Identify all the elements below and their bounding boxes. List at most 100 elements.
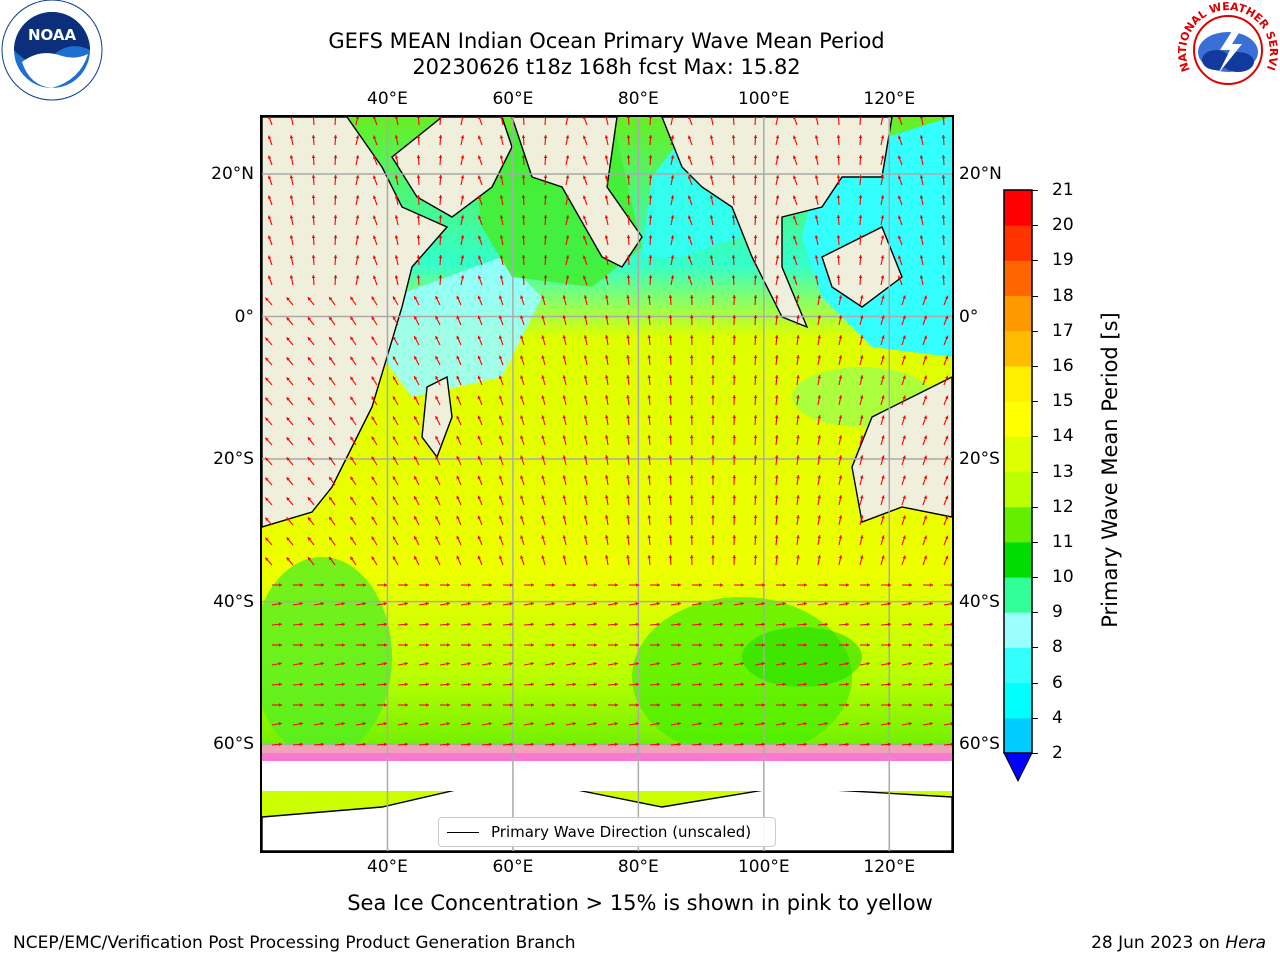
wave-arrow [880, 682, 892, 687]
wave-arrow [562, 395, 567, 406]
wave-arrow [545, 703, 555, 707]
wave-arrow [792, 235, 798, 246]
wave-arrow [286, 376, 294, 386]
wave-arrow [836, 254, 841, 266]
wave-arrow [543, 134, 548, 146]
wave-arrow [880, 415, 885, 426]
wave-arrow [691, 682, 703, 687]
wave-arrow [419, 583, 429, 587]
wave-arrow [604, 195, 609, 206]
wave-arrow [439, 682, 451, 687]
wave-arrow [670, 622, 682, 627]
wave-arrow [880, 395, 885, 406]
wave-arrow [626, 375, 630, 386]
wave-arrow [398, 643, 408, 647]
lat-tick-label-right: 40°S [959, 591, 1000, 612]
wave-arrow [753, 134, 758, 146]
wave-arrow [880, 175, 885, 186]
wave-arrow [838, 535, 843, 546]
wave-arrow [709, 135, 714, 146]
wave-arrow [880, 195, 885, 206]
wave-arrow [796, 315, 800, 326]
wave-arrow [307, 376, 315, 386]
wave-arrow [943, 602, 952, 606]
wave-arrow [371, 376, 378, 386]
wave-arrow [817, 535, 821, 546]
map-canvas [262, 117, 952, 851]
wave-arrow [691, 602, 702, 606]
wave-arrow [520, 335, 525, 346]
wave-arrow [583, 555, 588, 566]
wave-arrow [334, 722, 345, 726]
wave-arrow [477, 135, 483, 146]
wave-arrow [859, 722, 870, 726]
wave-arrow [647, 354, 652, 366]
wave-arrow [859, 395, 864, 406]
wave-arrow [498, 355, 504, 366]
wave-arrow [392, 516, 399, 526]
wave-arrow [687, 155, 693, 166]
wave-arrow [349, 436, 357, 446]
wave-arrow [523, 602, 534, 606]
wave-arrow [687, 255, 693, 266]
wave-arrow [881, 703, 891, 707]
wave-arrow [709, 175, 714, 186]
lon-tick-label-top: 40°E [367, 89, 408, 109]
wave-arrow [838, 475, 843, 486]
wave-arrow [264, 517, 273, 526]
wave-arrow [859, 602, 870, 606]
wave-arrow [732, 454, 737, 466]
wave-arrow [292, 662, 303, 666]
wave-arrow [796, 475, 800, 486]
colorbar-label: Primary Wave Mean Period [s] [1098, 312, 1122, 628]
wave-arrow [709, 155, 714, 166]
footer-credit: NCEP/EMC/Verification Post Processing Pr… [13, 933, 576, 953]
wave-arrow [562, 475, 567, 486]
wave-arrow [734, 583, 744, 587]
colorbar-band [1004, 401, 1032, 437]
wave-arrow [776, 703, 786, 707]
wave-arrow [524, 703, 534, 707]
lat-tick-label-left: 0° [234, 306, 254, 327]
wave-arrow [371, 496, 378, 506]
wave-arrow [333, 154, 338, 166]
wave-arrow [668, 554, 673, 566]
wave-arrow [502, 602, 513, 606]
wave-arrow [775, 275, 780, 286]
wave-arrow [838, 415, 843, 426]
wave-arrow [520, 495, 525, 506]
wave-arrow [438, 154, 443, 166]
wave-arrow [858, 214, 863, 226]
wave-arrow [311, 274, 316, 286]
wave-arrow [626, 515, 630, 526]
wave-arrow [919, 117, 924, 126]
wave-arrow [583, 455, 588, 466]
wave-arrow [838, 602, 849, 606]
wave-arrow [355, 215, 360, 226]
wave-arrow [626, 355, 630, 366]
wave-arrow [520, 315, 525, 326]
wave-arrow [477, 255, 483, 266]
wave-arrow [460, 275, 465, 286]
wave-arrow [481, 622, 493, 627]
wave-arrow [355, 135, 360, 146]
wave-arrow [582, 155, 588, 166]
wave-arrow [482, 583, 492, 587]
wave-arrow [943, 315, 949, 326]
wave-arrow [286, 356, 294, 366]
wave-arrow [838, 682, 850, 687]
wave-arrow [691, 722, 702, 726]
wave-arrow [289, 255, 294, 266]
lon-tick-label-top: 120°E [863, 89, 916, 109]
wave-arrow [668, 454, 673, 466]
wave-arrow [775, 195, 780, 206]
wave-arrow [775, 117, 780, 126]
wave-arrow [372, 117, 378, 126]
wave-arrow [477, 555, 483, 566]
wave-arrow [753, 214, 758, 226]
wave-arrow [880, 335, 885, 346]
wave-arrow [520, 455, 525, 466]
wave-arrow [562, 435, 567, 446]
wave-arrow [521, 154, 526, 166]
wave-arrow [880, 662, 891, 666]
